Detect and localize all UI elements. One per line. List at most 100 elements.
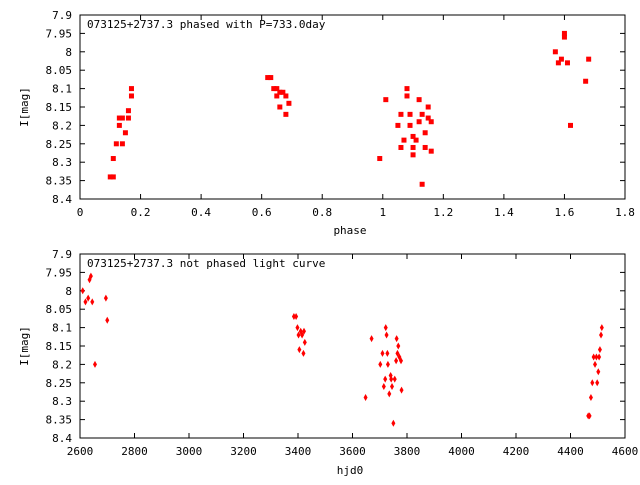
- unphased-data-point: [399, 386, 404, 394]
- unphased-plot-ylabel: I[mag]: [18, 326, 31, 366]
- phased-x-tick-label: 1.2: [433, 206, 453, 219]
- phased-data-point: [586, 56, 592, 62]
- phased-data-point: [274, 86, 280, 92]
- phased-data-point: [552, 49, 558, 55]
- unphased-data-point: [588, 394, 593, 402]
- unphased-data-point: [294, 313, 299, 321]
- unphased-x-tick-label: 3800: [394, 445, 421, 458]
- unphased-plot-frame: [79, 253, 626, 439]
- unphased-x-tick-label: 3400: [285, 445, 312, 458]
- unphased-data-point: [395, 349, 400, 357]
- unphased-data-point: [296, 331, 301, 339]
- phased-data-point: [404, 93, 410, 99]
- phased-plot-xlabel: phase: [333, 224, 366, 237]
- phased-data-point: [280, 89, 286, 95]
- phased-y-tick-label: 8.35: [46, 175, 73, 188]
- unphased-data-point: [363, 394, 368, 402]
- unphased-data-point: [291, 313, 296, 321]
- unphased-data-point: [389, 375, 394, 383]
- phased-data-point: [271, 86, 277, 92]
- unphased-y-tick-label: 8.35: [46, 414, 73, 427]
- unphased-data-point: [593, 360, 598, 368]
- unphased-data-point: [396, 342, 401, 350]
- phased-y-tick-label: 8.2: [52, 119, 72, 132]
- unphased-data-point: [378, 360, 383, 368]
- unphased-data-point: [88, 272, 93, 280]
- phased-data-point: [583, 78, 589, 84]
- unphased-y-tick-label: 8.2: [52, 358, 72, 371]
- phased-data-point: [107, 174, 113, 180]
- phased-plot-points: [107, 30, 592, 187]
- phased-plot-ylabel: I[mag]: [18, 87, 31, 127]
- unphased-y-tick-label: 8.15: [46, 340, 73, 353]
- phased-data-point: [425, 104, 431, 110]
- phased-x-tick-label: 0.8: [312, 206, 332, 219]
- phased-y-tick-label: 8.25: [46, 138, 73, 151]
- phased-data-point: [283, 93, 289, 99]
- phased-data-point: [413, 137, 419, 143]
- phased-plot-ticks: 0 0.2 0.4 0.6 0.8 1 1.2 1.4 1.6 1.8 7.9 7.95 8 8.05 8.…: [46, 9, 635, 219]
- unphased-data-point: [596, 368, 601, 376]
- phased-x-tick-label: 0.4: [191, 206, 211, 219]
- unphased-data-point: [391, 419, 396, 427]
- phased-data-point: [419, 181, 425, 187]
- unphased-data-point: [392, 375, 397, 383]
- phased-data-point: [428, 119, 434, 125]
- unphased-data-point: [80, 287, 85, 295]
- phased-x-tick-label: 1: [379, 206, 386, 219]
- phased-plot-panel: 0 0.2 0.4 0.6 0.8 1 1.2 1.4 1.6 1.8 7.9 7.95 8 8.05 8.…: [18, 9, 635, 237]
- unphased-data-point: [394, 335, 399, 343]
- unphased-data-point: [383, 375, 388, 383]
- unphased-data-point: [599, 324, 604, 332]
- unphased-data-point: [369, 335, 374, 343]
- phased-y-tick-label: 7.9: [52, 9, 72, 22]
- unphased-data-point: [92, 360, 97, 368]
- phased-x-tick-label: 1.6: [555, 206, 575, 219]
- phased-data-point: [277, 89, 283, 95]
- unphased-data-point: [587, 412, 592, 420]
- phased-data-point: [422, 144, 428, 150]
- unphased-data-point: [597, 346, 602, 354]
- unphased-data-point: [86, 294, 91, 302]
- phased-data-point: [377, 156, 383, 162]
- phased-data-point: [125, 108, 131, 114]
- phased-data-point: [410, 152, 416, 158]
- unphased-plot-xlabel: hjd0: [337, 464, 364, 477]
- phased-y-tick-label: 8.15: [46, 101, 73, 114]
- phased-x-tick-label: 0: [77, 206, 84, 219]
- unphased-y-tick-label: 8.25: [46, 377, 73, 390]
- phased-x-tick-label: 0.2: [131, 206, 151, 219]
- phased-data-point: [425, 115, 431, 121]
- unphased-data-point: [385, 349, 390, 357]
- unphased-x-tick-label: 4600: [612, 445, 639, 458]
- phased-data-point: [416, 97, 422, 103]
- unphased-data-point: [594, 353, 599, 361]
- phased-data-point: [407, 122, 413, 128]
- unphased-data-point: [383, 324, 388, 332]
- phased-y-tick-label: 8.3: [52, 156, 72, 169]
- phased-data-point: [568, 122, 573, 128]
- phased-plot-frame: [79, 14, 626, 200]
- phased-x-tick-label: 0.6: [252, 206, 272, 219]
- unphased-plot-points: [80, 272, 604, 427]
- unphased-data-point: [301, 327, 306, 335]
- phased-y-tick-label: 8.4: [52, 193, 72, 206]
- phased-data-point: [119, 141, 125, 147]
- phased-data-point: [564, 60, 570, 66]
- unphased-data-point: [591, 353, 596, 361]
- unphased-x-tick-label: 2800: [121, 445, 148, 458]
- unphased-data-point: [380, 349, 385, 357]
- unphased-x-tick-label: 3200: [230, 445, 257, 458]
- phased-data-point: [419, 111, 425, 117]
- phased-data-point: [265, 75, 271, 81]
- unphased-data-point: [399, 357, 404, 365]
- phased-data-point: [404, 86, 410, 92]
- unphased-data-point: [300, 331, 305, 339]
- unphased-x-tick-label: 4400: [557, 445, 584, 458]
- phased-data-point: [416, 119, 422, 125]
- unphased-data-point: [105, 316, 110, 324]
- unphased-data-point: [597, 353, 602, 361]
- phased-data-point: [128, 93, 134, 99]
